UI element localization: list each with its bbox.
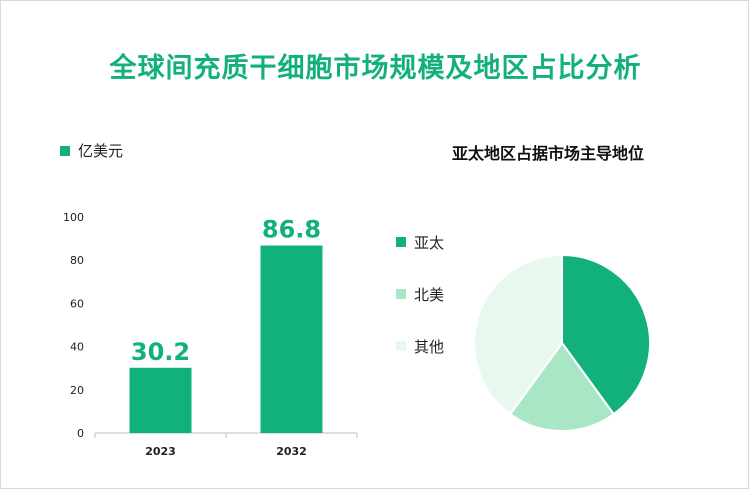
pie-legend: 亚太 北美 其他	[396, 232, 444, 388]
bar-legend-swatch	[60, 145, 70, 156]
pie-legend-label: 北美	[414, 285, 445, 304]
pie-legend-swatch	[396, 341, 406, 351]
pie-legend-label: 其他	[414, 337, 445, 356]
pie-legend-item: 亚太	[396, 232, 444, 252]
bar-legend-label: 亿美元	[78, 142, 124, 160]
bar-legend: 亿美元	[60, 140, 123, 161]
bar-value-label: 30.2	[131, 338, 190, 366]
y-tick-label: 80	[70, 254, 84, 267]
pie-title: 亚太地区占据市场主导地位	[451, 144, 644, 163]
pie-legend-label: 亚太	[414, 233, 445, 252]
y-tick-label: 40	[70, 341, 84, 354]
pie-slice	[473, 253, 563, 416]
bar-value-label: 86.8	[262, 216, 321, 244]
pie-legend-swatch	[396, 289, 406, 299]
y-tick-label: 20	[70, 384, 84, 397]
pie-legend-swatch	[396, 237, 406, 247]
pie-legend-item: 北美	[396, 284, 444, 304]
bar	[260, 245, 323, 433]
x-tick-label: 2023	[145, 445, 176, 458]
pie-legend-item: 其他	[396, 336, 444, 356]
pie-slice	[508, 341, 616, 432]
y-tick-label: 100	[63, 211, 84, 224]
x-tick-label: 2032	[276, 445, 307, 458]
bar	[129, 367, 192, 433]
pie-slice	[561, 253, 651, 416]
y-tick-label: 0	[77, 427, 84, 440]
page-title: 全球间充质干细胞市场规模及地区占比分析	[109, 53, 642, 84]
y-tick-label: 60	[70, 297, 84, 310]
